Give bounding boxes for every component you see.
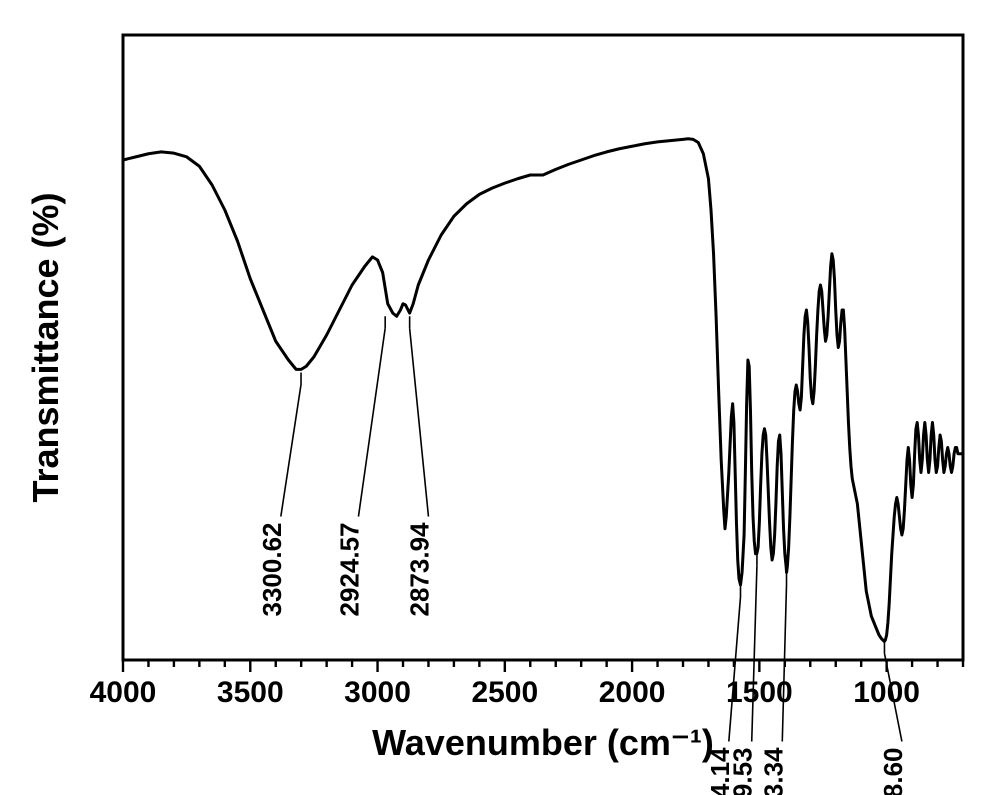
peak-label: 1509.53 <box>728 748 758 795</box>
x-tick-label: 2500 <box>471 676 538 709</box>
x-tick-label: 1000 <box>853 676 920 709</box>
peak-label: 1393.34 <box>758 747 788 795</box>
ir-spectrum-chart: 4000350030002500200015001000Wavenumber (… <box>0 0 1000 795</box>
x-tick-label: 4000 <box>90 676 157 709</box>
y-axis-title: Transmittance (%) <box>25 192 66 502</box>
chart-svg: 4000350030002500200015001000Wavenumber (… <box>0 0 1000 795</box>
peak-label: 2924.57 <box>334 523 364 617</box>
x-tick-label: 3500 <box>217 676 284 709</box>
x-axis-title: Wavenumber (cm⁻¹) <box>372 722 714 763</box>
peak-label: 3300.62 <box>257 523 287 617</box>
peak-label: 1008.60 <box>878 748 908 795</box>
peak-label: 2873.94 <box>404 522 434 617</box>
x-tick-label: 3000 <box>344 676 411 709</box>
x-tick-label: 2000 <box>599 676 666 709</box>
